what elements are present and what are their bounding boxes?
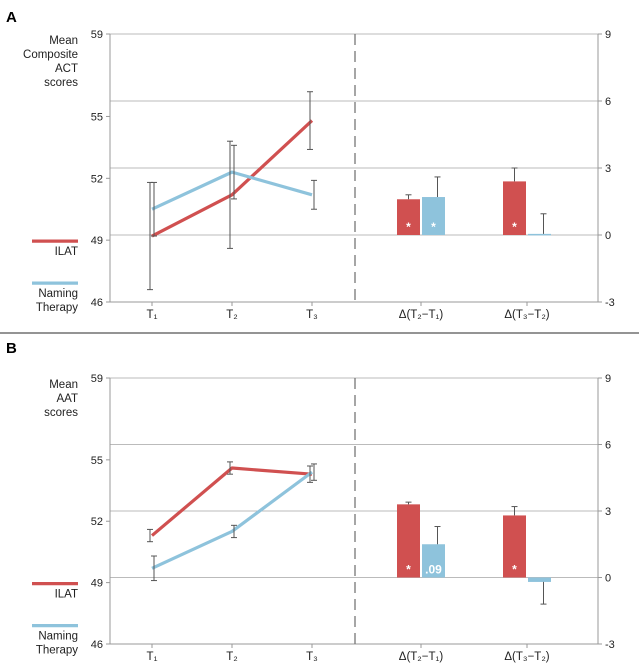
diff-bar-naming-therapy: [422, 197, 445, 235]
y-tick-label-right: -3: [605, 297, 615, 309]
legend-label-line: Therapy: [36, 645, 78, 657]
y-tick-label-right: 3: [605, 163, 611, 175]
x-tick-label: Δ(T₂−T₁): [399, 309, 444, 321]
legend-label-naming-therapy: Naming Therapy: [36, 631, 78, 657]
x-tick-label: T₁: [147, 309, 158, 321]
y-tick-label-right: 0: [605, 230, 611, 242]
x-tick-label: T₂: [226, 651, 238, 663]
diff-bar-ilat: [397, 504, 420, 578]
y-axis-label-line: Composite: [23, 49, 78, 61]
y-tick-label-right: 9: [605, 373, 611, 385]
y-axis-label-line: scores: [44, 77, 78, 89]
x-tick-label: Δ(T₂−T₁): [399, 651, 444, 663]
y-tick-label-right: 6: [605, 96, 611, 108]
series-line-ilat: [150, 466, 313, 537]
diff-bar-label: .09: [425, 563, 442, 577]
legend-label-ilat: ILAT: [55, 246, 78, 258]
y-tick-label-left: 49: [91, 235, 103, 247]
y-tick-label-left: 59: [91, 373, 103, 385]
y-axis-label-line: Mean: [49, 35, 78, 47]
x-tick-label: Δ(T₃−T₂): [504, 651, 549, 663]
diff-bar-label: *: [537, 563, 542, 577]
panel-letter: B: [6, 340, 17, 357]
y-axis-label-line: AAT: [56, 393, 78, 405]
series-line-naming-therapy: [151, 170, 313, 211]
x-tick-label: T₁: [147, 651, 158, 663]
y-tick-label-left: 52: [91, 516, 103, 528]
diff-bar-label: *: [512, 563, 517, 577]
panel-letter: A: [6, 9, 17, 26]
diff-bar-naming-therapy: [528, 233, 551, 236]
y-tick-label-left: 46: [91, 297, 103, 309]
series-line-naming-therapy: [151, 470, 313, 570]
legend-label-ilat: ILAT: [55, 589, 78, 601]
y-tick-label-left: 55: [91, 455, 103, 467]
diff-bar-naming-therapy: [422, 544, 445, 578]
y-tick-label-left: 49: [91, 578, 103, 590]
y-axis-label-line: scores: [44, 407, 78, 419]
x-tick-label: Δ(T₃−T₂): [504, 309, 549, 321]
series-line-ilat: [151, 119, 314, 238]
y-tick-label-right: 6: [605, 440, 611, 452]
diff-bar-label: *: [431, 220, 436, 234]
legend-label-line: Naming: [38, 631, 78, 643]
y-tick-label-right: 0: [605, 573, 611, 585]
diff-bar-naming-therapy: [528, 577, 551, 582]
diff-bar-label: *: [406, 220, 411, 234]
y-tick-label-right: 9: [605, 29, 611, 41]
diff-bar-label: *: [512, 220, 517, 234]
diff-bar-label: *: [406, 563, 411, 577]
x-tick-label: T₂: [226, 309, 238, 321]
y-axis-label-line: Mean: [49, 379, 78, 391]
legend-label-line: Naming: [38, 288, 78, 300]
y-tick-label-left: 59: [91, 29, 103, 41]
panel-b: B 46 49 52 55 59 -3 0 3 6 9 Mean AAT scores T₁ T₂ T₃ Δ(T₂…: [6, 340, 615, 663]
y-tick-label-right: -3: [605, 639, 615, 651]
diff-bar-ilat: [397, 199, 420, 235]
diff-bar-ilat: [503, 181, 526, 235]
y-axis-label: Mean Composite ACT scores: [23, 35, 78, 89]
diff-bar-ilat: [503, 515, 526, 578]
y-tick-label-right: 3: [605, 506, 611, 518]
y-axis-label: Mean AAT scores: [44, 379, 78, 419]
y-tick-label-left: 52: [91, 173, 103, 185]
panel-a: A 46 49 52 55 59 -3 0 3 6 9 Mean Composite ACT scores T…: [6, 9, 615, 321]
y-axis-label-line: ACT: [55, 63, 78, 75]
x-tick-label: T₃: [306, 651, 318, 663]
x-tick-label: T₃: [306, 309, 318, 321]
legend-label-line: Therapy: [36, 302, 78, 314]
y-tick-label-left: 46: [91, 639, 103, 651]
y-tick-label-left: 55: [91, 111, 103, 123]
legend-label-naming-therapy: Naming Therapy: [36, 288, 78, 314]
